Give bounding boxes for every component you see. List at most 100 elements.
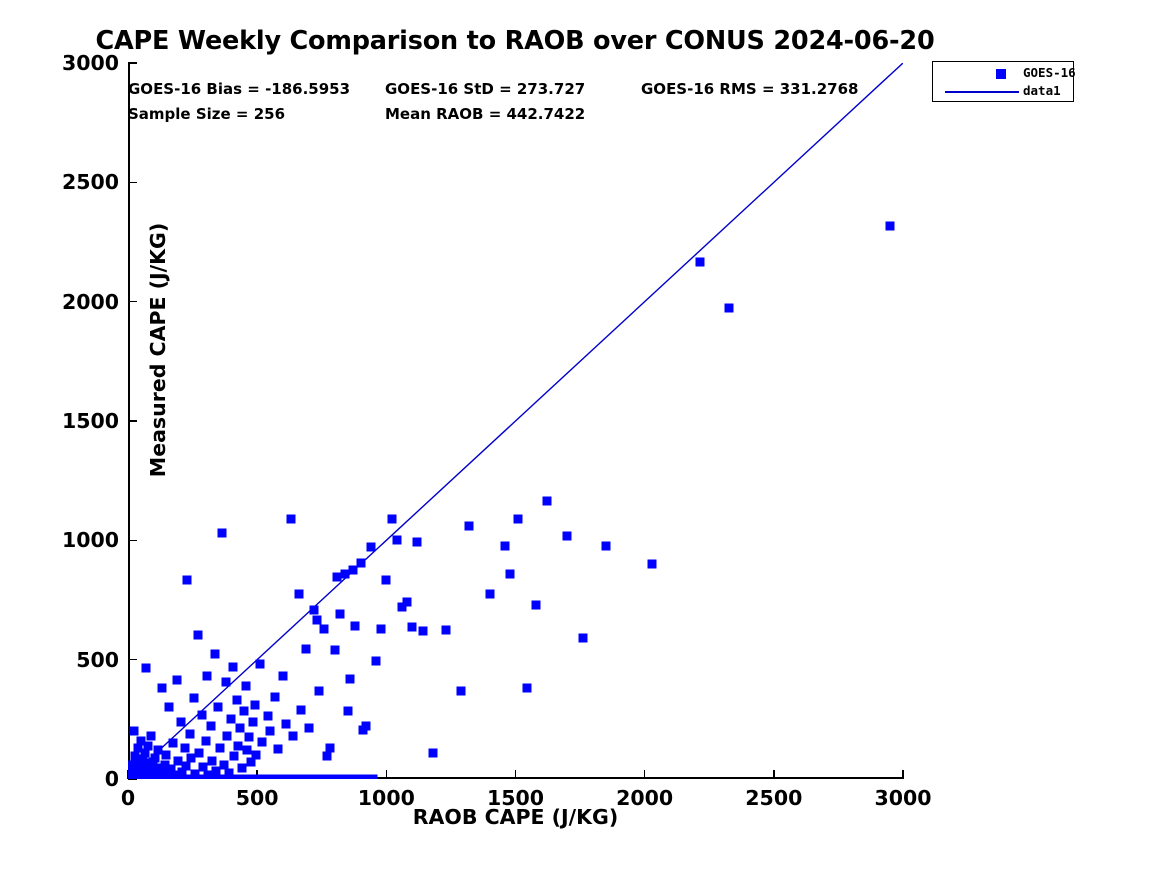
stat-sample-size: Sample Size = 256 (128, 105, 286, 123)
scatter-point (314, 686, 324, 696)
scatter-point (281, 719, 291, 729)
scatter-point (361, 721, 371, 731)
scatter-point (485, 589, 495, 599)
legend-label-data1: data1 (1023, 83, 1061, 98)
y-ticklabel-2000: 2000 (61, 289, 119, 314)
scatter-point (376, 624, 386, 634)
y-tick-2000 (128, 300, 137, 303)
scatter-point (157, 683, 167, 693)
legend: GOES-16 data1 (932, 61, 1076, 102)
scatter-point (301, 644, 311, 654)
scatter-point (189, 693, 199, 703)
scatter-point (418, 626, 427, 636)
scatter-point (232, 695, 241, 705)
scatter-point (229, 751, 239, 761)
scatter-point (143, 741, 153, 751)
scatter-point (221, 677, 231, 687)
scatter-point (138, 754, 148, 764)
scatter-point (464, 521, 474, 531)
reference-line (128, 63, 903, 779)
scatter-point (248, 717, 258, 727)
scatter-point (310, 774, 320, 779)
scatter-point (295, 774, 305, 779)
scatter-point (312, 615, 322, 625)
scatter-point (522, 683, 532, 693)
scatter-point (335, 609, 345, 619)
scatter-point (263, 711, 272, 721)
scatter-point (402, 597, 412, 607)
scatter-point (233, 741, 243, 751)
scatter-point (155, 763, 165, 773)
scatter-point (141, 663, 151, 673)
scatter-point (350, 621, 360, 631)
scatter-point (202, 671, 212, 681)
scatter-point (332, 572, 342, 582)
scatter-point (325, 743, 334, 753)
scatter-point (206, 721, 216, 731)
scatter-point (186, 753, 196, 763)
y-ticklabel-1000: 1000 (61, 528, 119, 553)
scatter-point (185, 729, 195, 739)
scatter-point (412, 537, 422, 547)
scatter-point (330, 645, 340, 655)
scatter-point (246, 757, 256, 767)
scatter-point (326, 774, 336, 779)
scatter-point (318, 774, 328, 779)
scatter-point (207, 756, 217, 766)
scatter-point (132, 756, 142, 766)
scatter-point (210, 649, 220, 659)
scatter-point (239, 706, 249, 716)
scatter-point (136, 736, 146, 746)
y-tick-1500 (128, 420, 137, 422)
scatter-point (371, 656, 381, 666)
stat-mean-raob: Mean RAOB = 442.7422 (385, 105, 586, 123)
y-tick-2500 (128, 181, 137, 184)
x-axis-label: RAOB CAPE (J/KG) (412, 805, 619, 829)
legend-entry-data1[interactable]: data1 (933, 82, 1073, 100)
scatter-point (357, 774, 367, 779)
scatter-point (286, 514, 296, 524)
x-tick-1000 (385, 770, 388, 779)
scatter-point (441, 625, 451, 635)
data-layer (128, 63, 903, 779)
scatter-point (164, 702, 174, 712)
scatter-point (190, 769, 200, 779)
scatter-point (198, 762, 208, 772)
scatter-point (724, 303, 734, 313)
scatter-point (278, 671, 288, 681)
y-ticklabel-3000: 3000 (61, 51, 119, 75)
legend-line-swatch (945, 91, 1019, 93)
scatter-point (270, 692, 280, 702)
scatter-point (287, 774, 297, 779)
chart-title: CAPE Weekly Comparison to RAOB over CONU… (95, 26, 935, 56)
scatter-point (365, 774, 375, 779)
scatter-point (341, 774, 351, 779)
scatter-point (166, 764, 176, 774)
scatter-point (130, 751, 140, 761)
scatter-point (215, 743, 225, 753)
scatter-point (319, 624, 329, 634)
y-ticklabel-500: 500 (76, 647, 119, 672)
stat-std: GOES-16 StD = 273.727 (385, 80, 586, 98)
scatter-point (149, 766, 159, 776)
scatter-point (601, 541, 611, 551)
scatter-point (235, 723, 245, 733)
scatter-point (219, 760, 229, 770)
scatter-point (272, 774, 282, 779)
scatter-point (224, 768, 234, 778)
scatter-point (217, 528, 227, 538)
legend-entry-goes16[interactable]: GOES-16 (933, 64, 1076, 82)
stat-bias: GOES-16 Bias = -186.5953 (128, 80, 351, 98)
scatter-point (250, 774, 260, 779)
scatter-point (255, 659, 265, 669)
scatter-point (381, 575, 391, 585)
scatter-point (505, 569, 515, 579)
scatter-point (173, 756, 183, 766)
scatter-point (251, 750, 261, 760)
scatter-point (456, 686, 466, 696)
scatter-point (257, 737, 267, 747)
x-ticklabel-2500: 2500 (745, 786, 803, 810)
x-ticklabel-1500: 1500 (486, 786, 545, 810)
y-ticklabel-0: 0 (104, 767, 119, 791)
